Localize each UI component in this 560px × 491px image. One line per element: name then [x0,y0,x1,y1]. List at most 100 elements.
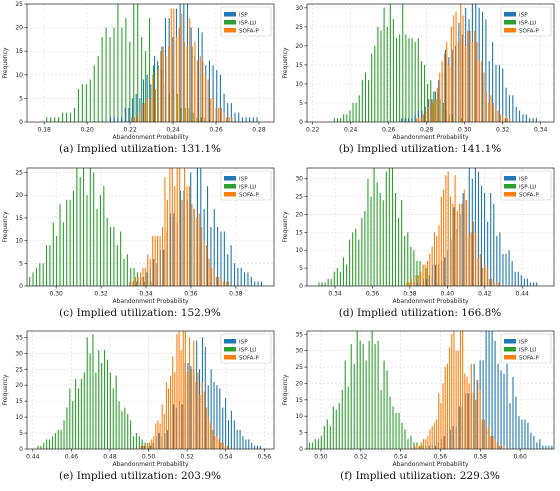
histogram-bar-isp-lu [69,388,71,449]
histogram-bar-isp-lu [81,84,83,122]
histogram-bar-sofa-p [449,196,452,286]
y-tick-label: 10 [295,247,303,254]
histogram-bar-sofa-p [415,275,417,286]
x-tick-label: 0.30 [50,291,64,298]
histogram-bar-isp-lu [388,168,390,286]
y-tick-label: 20 [15,192,23,199]
histogram-bar-isp [524,419,526,449]
histogram-bar-sofa-p [440,403,442,449]
chart-panel-6: 0.50 0.52 0.54 0.56 0.58 0.60 0 5 10 15 20 25 30 35 Ab… [282,330,555,468]
histogram-bar-isp [254,281,256,286]
histogram-bar-sofa-p [422,114,424,122]
histogram-bar-isp-lu [141,439,143,449]
histogram-bar-sofa-p [205,407,207,449]
histogram-bar-sofa-p [440,196,442,286]
histogram-bar-isp-lu [352,232,354,286]
histogram-bar-isp-lu [376,182,378,286]
histogram-bar-isp-lu [52,222,54,286]
histogram-bar-sofa-p [422,439,425,449]
histogram-bar-isp-lu [121,410,123,449]
histogram-bar-isp-lu [364,210,366,286]
histogram-bar-sofa-p [460,4,462,122]
x-tick-label: 0.42 [478,291,492,298]
histogram-bar-sofa-p [484,264,486,286]
histogram-bar-isp-lu [405,34,407,123]
histogram-bar-isp-lu [385,171,387,286]
histogram-bar-sofa-p [231,117,233,122]
histogram-bar-isp [458,406,460,449]
histogram-bar-isp [523,278,525,286]
histogram-bar-isp [256,445,258,449]
histogram-bar-isp [535,118,537,122]
histogram-bar-sofa-p [226,117,228,122]
histogram-bar-isp-lu [404,429,406,449]
histogram-bar-sofa-p [477,257,479,286]
histogram-bar-sofa-p [197,372,199,449]
histogram-bar-isp-lu [373,168,375,286]
histogram-bar-sofa-p [420,442,422,449]
histogram-bar-isp-lu [176,93,178,122]
panel-caption: (d) Implied utilization: 166.8% [338,307,502,319]
histogram-bar-sofa-p [179,168,181,286]
histogram-bar-isp [242,436,244,449]
histogram-bar-sofa-p [140,445,142,449]
histogram-bar-sofa-p [174,186,176,286]
histogram-bar-isp [110,117,112,122]
histogram-bar-isp [490,193,492,286]
histogram-bar-sofa-p [443,53,445,123]
histogram-bar-sofa-p [170,375,172,449]
histogram-bar-sofa-p [151,439,153,449]
histogram-bar-isp-lu [109,37,111,122]
histogram-bar-isp [259,445,261,449]
legend-swatch-sofa-p [224,28,236,33]
x-tick-label: 0.30 [458,127,472,134]
histogram-bar-sofa-p [139,112,141,122]
y-tick-label: 0 [19,446,23,453]
histogram-bar-sofa-p [501,445,503,449]
histogram-bar-isp [493,203,495,286]
histogram-bar-isp-lu [59,204,61,286]
histogram-bar-isp-lu [188,107,190,122]
legend-swatch-isp-lu [224,20,236,25]
histogram-bar-isp [256,117,258,122]
histogram-bar-sofa-p [180,350,182,449]
histogram-bar-sofa-p [199,394,201,449]
histogram-bar-isp-lu [442,102,444,122]
y-tick-label: 10 [15,238,23,245]
x-tick-label: 0.54 [394,454,408,461]
histogram-bar-isp [521,419,523,449]
histogram-bar-sofa-p [462,331,464,449]
histogram-bar-sofa-p [176,334,178,449]
histogram-bar-isp-lu [340,118,342,122]
histogram-bar-isp-lu [145,51,147,123]
histogram-bar-isp [212,65,214,122]
histogram-bar-isp-lu [398,218,400,286]
histogram-bar-isp-lu [96,208,98,286]
histogram-bar-isp-lu [49,439,51,449]
histogram-bar-isp [482,360,484,449]
histogram-bar-isp [180,190,182,286]
histogram-bar-sofa-p [462,15,464,123]
histogram-bar-sofa-p [424,264,426,286]
histogram-bar-isp-lu [364,72,366,122]
histogram-bar-isp-lu [336,118,339,122]
histogram-bar-sofa-p [161,404,163,449]
histogram-bar-isp-lu [77,388,80,449]
histogram-bar-isp [532,118,534,122]
histogram-bar-isp-lu [86,195,88,286]
histogram-bar-sofa-p [139,272,142,286]
x-tick-label: 0.26 [382,127,396,134]
histogram-bar-isp [190,366,192,449]
histogram-bar-sofa-p [442,383,444,449]
histogram-bar-isp [223,231,225,286]
histogram-bar-isp [515,106,517,122]
histogram-bar-isp [530,432,532,449]
y-tick-label: 25 [15,366,23,373]
histogram-bar-isp [475,4,477,122]
histogram-bar-isp [247,272,249,286]
axes-frame [26,330,275,450]
x-tick-label: 0.56 [434,454,448,461]
histogram-bar-isp [443,435,445,449]
histogram-bar-sofa-p [191,204,193,286]
y-tick-label: 25 [295,364,303,371]
